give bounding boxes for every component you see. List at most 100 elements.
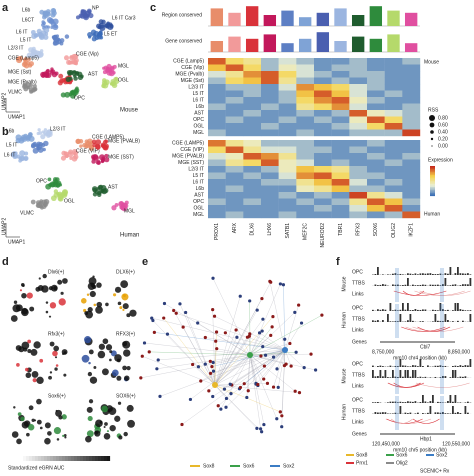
- bar: [351, 36, 365, 52]
- heatmap-cell: [261, 71, 279, 78]
- edge: [163, 317, 216, 386]
- umap-point: [121, 293, 129, 301]
- umap-point: [106, 21, 111, 26]
- heatmap-cell: [225, 166, 244, 173]
- heatmap-cell: [367, 179, 385, 186]
- umap-point: [74, 61, 78, 66]
- cluster-label: AST: [108, 184, 118, 190]
- cluster-label: OGL: [118, 77, 129, 83]
- heatmap-cell: [331, 159, 350, 167]
- species-label: Mouse: [120, 108, 139, 114]
- cluster-label: VLMC: [20, 210, 34, 216]
- heatmap-cell: [296, 123, 315, 130]
- umap-point: [122, 308, 125, 311]
- signal: [467, 284, 469, 286]
- signal: [419, 321, 422, 322]
- edge: [214, 349, 287, 386]
- signal: [429, 406, 432, 414]
- umap-point: [54, 356, 58, 359]
- umap-point: [103, 187, 109, 194]
- heatmap-cell: [331, 179, 350, 186]
- cluster-label: OPC: [36, 178, 47, 184]
- signal: [417, 412, 419, 414]
- heatmap-cell: [402, 97, 421, 104]
- signal: [407, 370, 409, 378]
- signal: [409, 314, 412, 322]
- node: [162, 316, 166, 320]
- signal: [404, 402, 407, 403]
- signal: [434, 365, 437, 367]
- heatmap-cell: [314, 123, 332, 130]
- heatmap-cell: [261, 110, 279, 117]
- umap-point: [101, 405, 108, 413]
- signal: [384, 309, 387, 311]
- node: [259, 354, 263, 358]
- umap-point: [87, 31, 93, 38]
- heatmap-cell: [278, 140, 297, 147]
- track-label: OPC: [352, 361, 363, 367]
- heatmap-cell: [331, 172, 350, 180]
- signal: [397, 321, 399, 322]
- column-label: PROX1: [214, 223, 220, 240]
- bar: [387, 10, 400, 26]
- signal: [382, 376, 384, 378]
- colorbar: [430, 193, 435, 195]
- egrn-label: Rfx3(+): [48, 331, 65, 337]
- row-label: CGE (Lamp5): [173, 59, 204, 65]
- signal: [382, 284, 384, 286]
- umap-point: [28, 132, 33, 137]
- heatmap-cell: [296, 211, 315, 219]
- colorbar: [20, 456, 24, 461]
- umap-point: [63, 434, 67, 437]
- heatmap-cell: [349, 84, 368, 91]
- heatmap-cell: [331, 166, 350, 173]
- signal: [434, 376, 437, 378]
- position-tick: 8,850,000: [448, 349, 470, 355]
- signal: [379, 309, 382, 311]
- umap-point: [31, 370, 39, 378]
- signal: [389, 365, 392, 367]
- heatmap-cell: [349, 179, 368, 186]
- node: [271, 355, 276, 359]
- heatmap-cell: [314, 166, 332, 173]
- heatmap-cell: [243, 179, 262, 186]
- row-label: L2/3 IT: [188, 167, 204, 173]
- signal: [462, 273, 464, 275]
- heatmap-cell: [278, 58, 297, 65]
- heatmap-cell: [296, 97, 315, 104]
- umap-point: [60, 291, 64, 295]
- cluster-label: NP: [92, 5, 100, 11]
- heatmap-cell: [367, 84, 385, 91]
- signal: [454, 284, 457, 286]
- heatmap-cell: [208, 179, 226, 186]
- signal: [459, 309, 462, 311]
- heatmap-cell: [208, 166, 226, 173]
- signal: [399, 370, 402, 378]
- umap-point: [27, 349, 32, 354]
- row-label: L6b: [196, 186, 205, 192]
- gene-name: Hbp1: [420, 436, 432, 442]
- umap-point: [39, 426, 43, 430]
- axis-label: mm10 chr5 position (kb): [393, 447, 447, 453]
- signal: [379, 370, 382, 378]
- umap-point: [26, 136, 30, 140]
- umap-point: [41, 20, 45, 24]
- node: [214, 339, 218, 343]
- signal: [382, 412, 384, 414]
- umap-point: [26, 432, 30, 437]
- umap-point: [83, 308, 87, 313]
- heatmap-cell: [349, 77, 368, 85]
- heatmap-cell: [278, 123, 297, 130]
- heatmap-cell: [331, 192, 350, 199]
- heatmap-cell: [384, 77, 403, 85]
- edge: [214, 383, 268, 386]
- colorbar: [430, 182, 435, 185]
- umap-point: [45, 310, 49, 314]
- hub: [282, 347, 288, 353]
- umap-point: [44, 437, 51, 445]
- edge: [216, 348, 251, 356]
- node: [293, 389, 297, 393]
- node: [211, 308, 215, 312]
- edge: [248, 354, 251, 391]
- signal: [447, 413, 449, 414]
